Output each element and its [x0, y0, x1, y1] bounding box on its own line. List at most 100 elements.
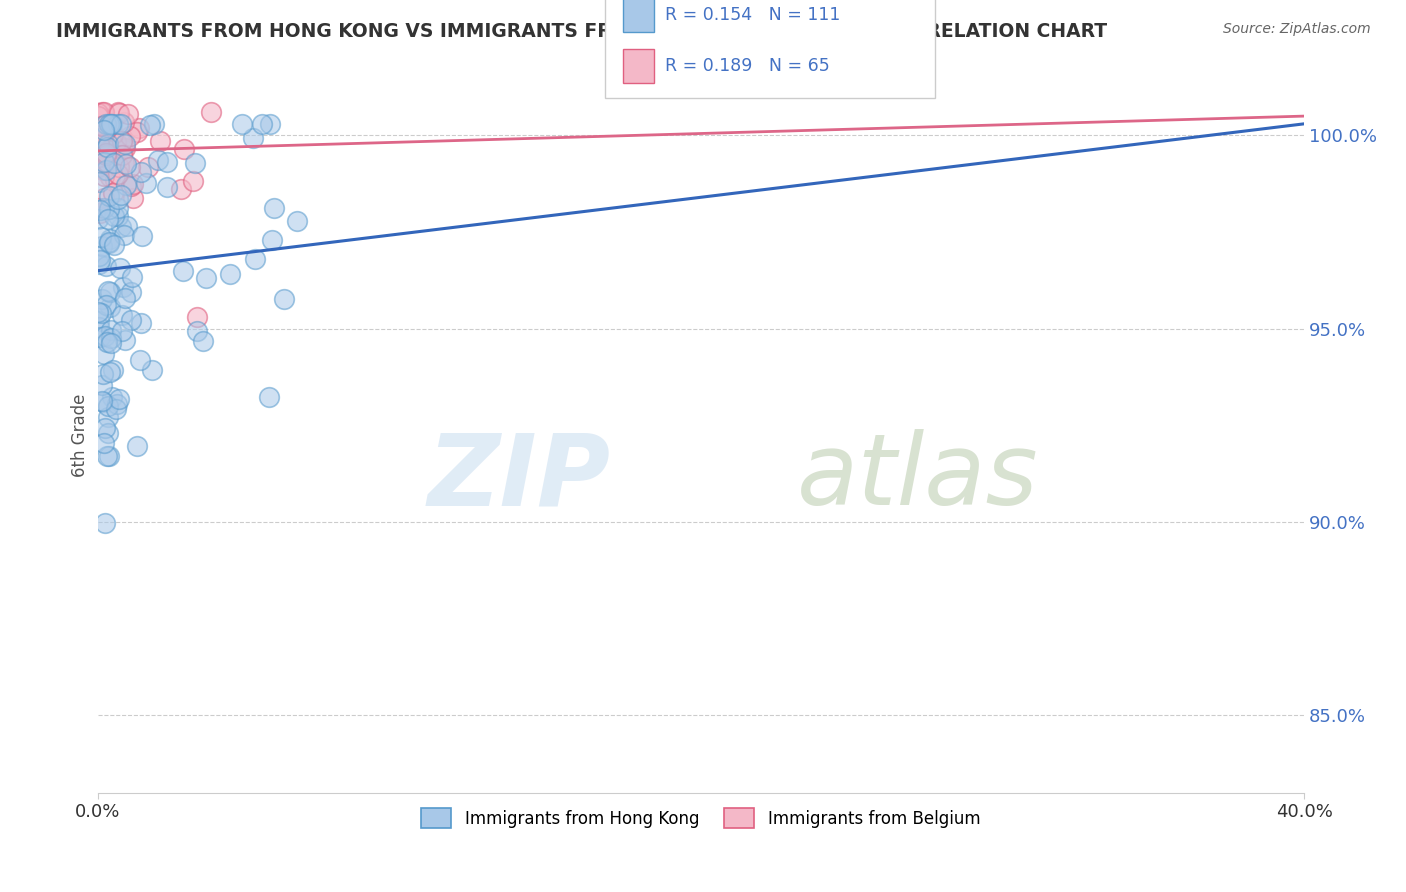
Point — [148, 153, 170, 168]
Point — [98, 170, 121, 185]
Point — [96, 140, 118, 154]
Point — [90, 229, 112, 244]
Point — [101, 117, 124, 131]
Point — [120, 179, 142, 194]
Point — [97, 117, 120, 131]
Point — [87, 106, 110, 120]
Point — [87, 127, 110, 141]
Point — [104, 135, 127, 149]
Point — [111, 142, 134, 156]
Point — [94, 120, 117, 134]
Point — [89, 157, 111, 171]
Point — [107, 192, 129, 206]
Point — [87, 314, 110, 328]
Point — [101, 186, 124, 201]
Point — [87, 304, 110, 318]
Point — [129, 316, 152, 330]
Point — [103, 209, 125, 223]
Point — [91, 145, 114, 159]
Point — [91, 239, 114, 253]
Point — [93, 436, 115, 450]
Point — [231, 117, 253, 131]
Point — [120, 312, 142, 326]
Point — [194, 270, 217, 285]
Point — [98, 300, 121, 314]
Point — [87, 160, 110, 174]
Point — [90, 119, 112, 133]
Point — [98, 236, 121, 251]
Point — [94, 145, 117, 160]
Point — [103, 127, 125, 141]
Point — [111, 324, 134, 338]
Point — [120, 285, 142, 299]
Point — [93, 192, 115, 206]
Point — [135, 176, 157, 190]
Point — [122, 191, 145, 205]
Point — [107, 201, 129, 215]
Point — [108, 105, 131, 120]
Point — [89, 131, 111, 145]
Point — [170, 182, 193, 196]
Point — [98, 285, 121, 300]
Point — [96, 259, 118, 273]
Point — [110, 117, 132, 131]
Point — [131, 229, 153, 244]
Point — [101, 363, 124, 377]
Point — [142, 117, 165, 131]
Point — [98, 202, 121, 216]
Point — [149, 134, 172, 148]
Point — [121, 269, 143, 284]
Point — [108, 160, 131, 174]
Point — [115, 157, 138, 171]
Point — [115, 219, 138, 233]
Point — [96, 399, 118, 413]
Point — [260, 233, 283, 247]
Point — [97, 144, 120, 158]
Point — [93, 123, 115, 137]
Point — [87, 109, 110, 123]
Point — [87, 159, 110, 173]
Point — [117, 106, 139, 120]
Point — [245, 252, 267, 266]
Point — [91, 117, 114, 131]
Point — [242, 131, 264, 145]
Point — [87, 155, 110, 169]
Point — [114, 333, 136, 347]
Point — [96, 155, 118, 169]
Point — [93, 169, 115, 184]
Point — [98, 232, 121, 246]
Point — [97, 212, 120, 227]
Point — [108, 392, 131, 406]
Point — [186, 310, 208, 325]
Point — [112, 156, 135, 170]
Text: IMMIGRANTS FROM HONG KONG VS IMMIGRANTS FROM BELGIUM 6TH GRADE CORRELATION CHART: IMMIGRANTS FROM HONG KONG VS IMMIGRANTS … — [56, 22, 1108, 41]
Point — [91, 394, 114, 409]
Point — [111, 308, 134, 322]
Point — [111, 280, 134, 294]
Point — [94, 329, 117, 343]
Point — [129, 165, 152, 179]
Point — [107, 117, 129, 131]
Point — [128, 120, 150, 135]
Point — [96, 334, 118, 349]
Point — [87, 211, 110, 226]
Point — [90, 105, 112, 120]
Point — [141, 363, 163, 377]
Point — [89, 158, 111, 172]
Point — [93, 367, 115, 381]
Text: R = 0.189   N = 65: R = 0.189 N = 65 — [665, 57, 830, 75]
Point — [200, 105, 222, 120]
Point — [139, 118, 162, 132]
Point — [93, 105, 115, 120]
Y-axis label: 6th Grade: 6th Grade — [72, 393, 89, 476]
Point — [100, 330, 122, 344]
Point — [89, 252, 111, 267]
Point — [186, 324, 208, 338]
Point — [156, 180, 179, 194]
Point — [98, 365, 121, 379]
Point — [90, 306, 112, 320]
Point — [100, 336, 122, 351]
Point — [94, 117, 117, 131]
Point — [100, 390, 122, 404]
Point — [100, 323, 122, 337]
